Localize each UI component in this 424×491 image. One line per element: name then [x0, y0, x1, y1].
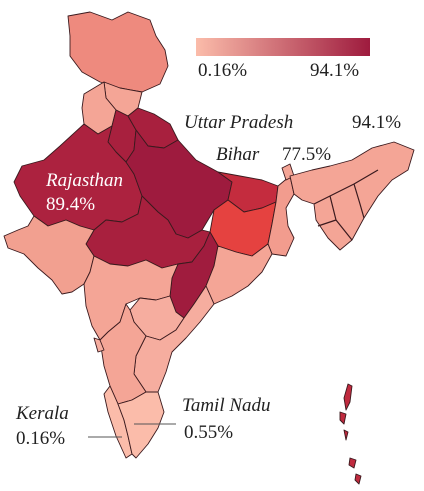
state-andhra — [133, 285, 215, 393]
state-jammu-kashmir — [67, 11, 169, 93]
northeast-internal-borders — [313, 169, 379, 241]
state-andaman-1 — [343, 383, 353, 411]
legend-color-bar — [196, 38, 370, 56]
bihar-name-label: Bihar — [216, 144, 260, 165]
bihar-value-label: 77.5% — [282, 144, 332, 165]
legend-min-label: 0.16% — [198, 60, 248, 81]
rajasthan-value-label: 89.4% — [46, 194, 96, 215]
state-goa — [93, 337, 105, 353]
state-odisha — [205, 243, 273, 305]
uttar-pradesh-name-label: Uttar Pradesh — [184, 112, 294, 133]
kerala-value-label: 0.16% — [16, 428, 66, 449]
state-gujarat — [3, 215, 95, 295]
kerala-name-label: Kerala — [16, 403, 69, 424]
state-nicobar-1 — [348, 457, 357, 469]
state-nicobar-2 — [354, 473, 362, 485]
tamil-nadu-name-label: Tamil Nadu — [182, 395, 271, 416]
state-andaman-3 — [343, 429, 349, 441]
state-andaman-2 — [339, 411, 347, 425]
state-tamil-nadu — [117, 391, 165, 459]
uttar-pradesh-value-label: 94.1% — [352, 112, 402, 133]
rajasthan-name-label: Rajasthan — [46, 170, 124, 191]
legend-max-label: 94.1% — [310, 60, 360, 81]
tamil-nadu-value-label: 0.55% — [184, 422, 234, 443]
